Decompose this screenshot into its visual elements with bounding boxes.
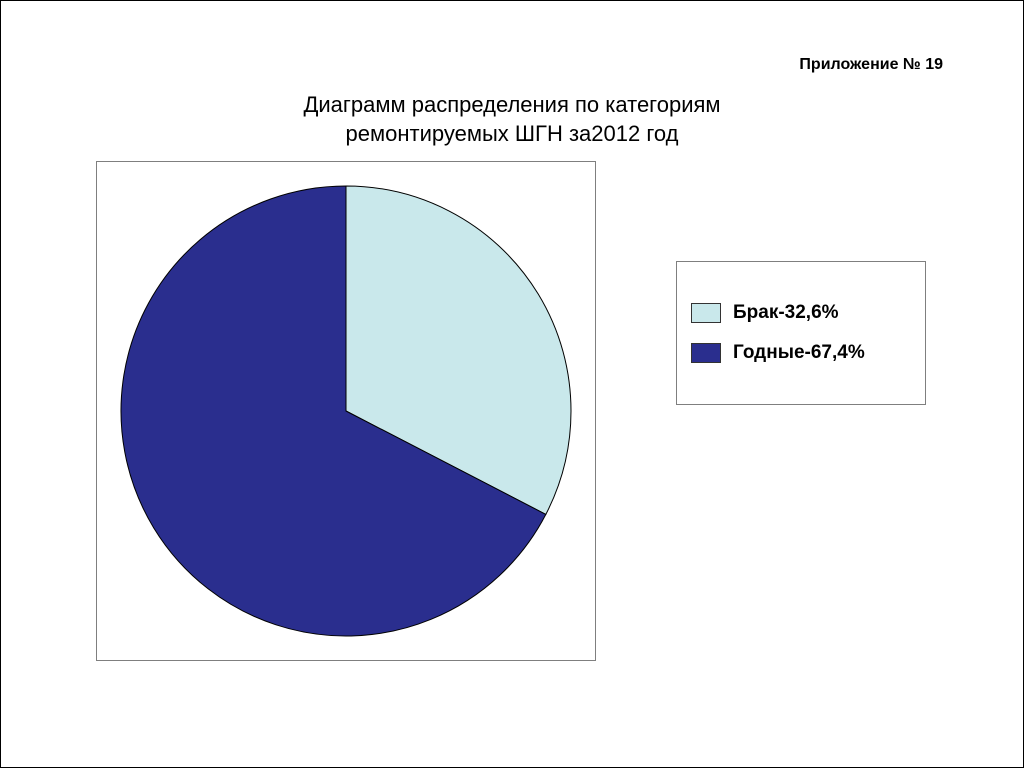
chart-title: Диаграмм распределения по категориям рем… bbox=[1, 91, 1023, 148]
page-frame: Приложение № 19 Диаграмм распределения п… bbox=[0, 0, 1024, 768]
title-line-2: ремонтируемых ШГН за2012 год bbox=[346, 121, 679, 146]
legend-label-1: Годные-67,4% bbox=[733, 342, 865, 364]
legend-swatch-1 bbox=[691, 343, 721, 363]
legend-label-0: Брак-32,6% bbox=[733, 302, 839, 324]
legend-item-0: Брак-32,6% bbox=[691, 302, 911, 324]
pie-chart bbox=[116, 181, 576, 641]
annex-label: Приложение № 19 bbox=[799, 56, 943, 74]
pie-chart-container bbox=[96, 161, 596, 661]
legend-swatch-0 bbox=[691, 303, 721, 323]
legend-item-1: Годные-67,4% bbox=[691, 342, 911, 364]
legend-container: Брак-32,6% Годные-67,4% bbox=[676, 261, 926, 405]
title-line-1: Диаграмм распределения по категориям bbox=[303, 92, 720, 117]
